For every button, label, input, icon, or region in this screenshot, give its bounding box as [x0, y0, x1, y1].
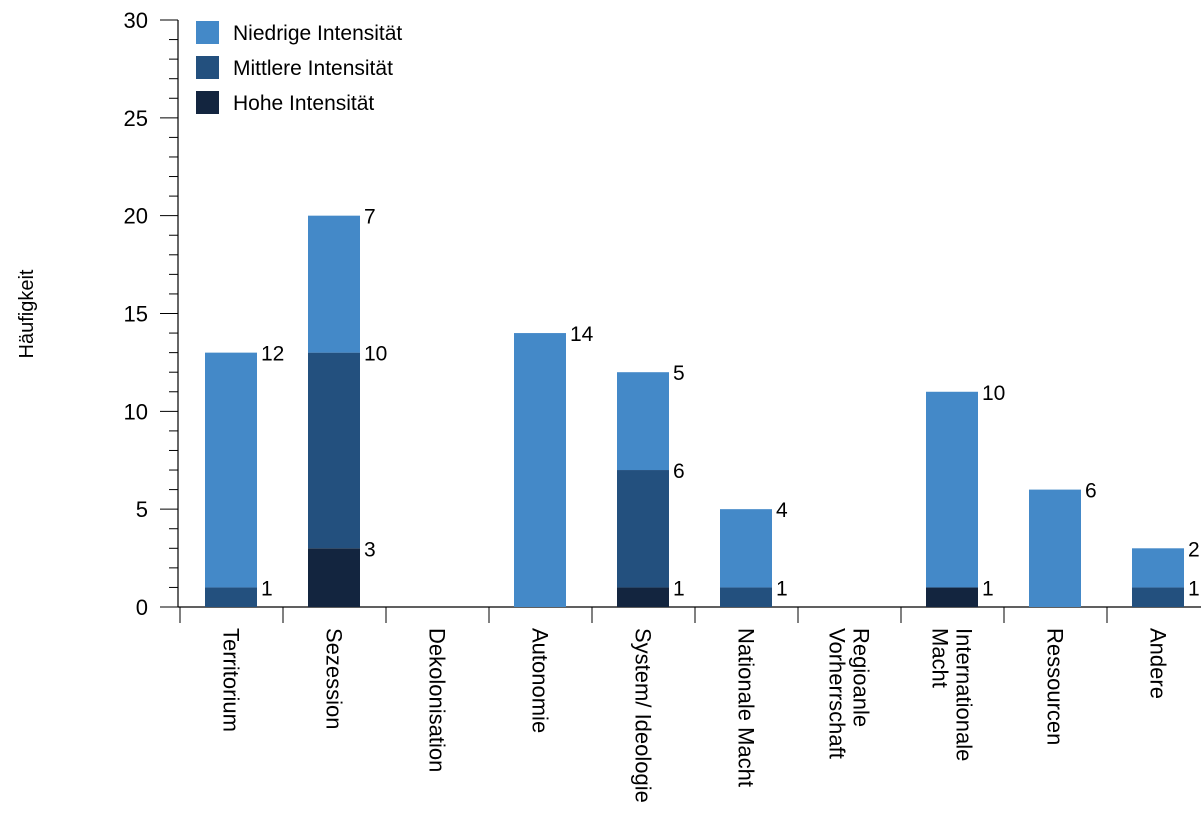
bar-segment — [514, 333, 566, 607]
category-label: Internationale — [952, 628, 977, 761]
data-label: 14 — [570, 323, 594, 346]
legend-label: Niedrige Intensität — [233, 22, 402, 45]
category-label: Andere — [1146, 628, 1171, 699]
bar-segment — [617, 470, 669, 588]
category-label: Nationale Macht — [734, 628, 759, 787]
bar-segment — [1029, 489, 1081, 607]
data-label: 10 — [364, 343, 387, 366]
data-label: 1 — [982, 577, 994, 600]
bar-segment — [720, 587, 772, 607]
data-label: 1 — [776, 577, 788, 600]
data-label: 3 — [364, 538, 376, 561]
data-label: 4 — [776, 499, 788, 522]
legend: Niedrige Intensität Mittlere Intensität Ho… — [196, 21, 402, 115]
bar-segment — [617, 372, 669, 471]
legend-swatch — [196, 56, 219, 79]
bar-segment — [926, 391, 978, 588]
y-axis-label: Häufigkeit — [16, 269, 38, 358]
bar-segment — [617, 587, 669, 607]
data-label: 1 — [673, 577, 685, 600]
data-label: 1 — [1188, 577, 1200, 600]
data-label: 6 — [1085, 480, 1097, 503]
data-label: 7 — [364, 206, 376, 229]
bar-segment — [308, 352, 360, 549]
legend-swatch — [196, 21, 219, 44]
bars — [205, 215, 1184, 607]
bar-segment — [205, 587, 257, 607]
category-label: System/ Ideologie — [631, 628, 656, 803]
bar-segment — [720, 509, 772, 588]
category-label: Autonomie — [528, 628, 553, 733]
data-label: 1 — [261, 577, 273, 600]
legend-label: Mittlere Intensität — [233, 57, 393, 80]
category-label: Macht — [928, 628, 953, 688]
category-label: Dekolonisation — [425, 628, 450, 772]
bar-segment — [308, 215, 360, 353]
y-tick-label: 20 — [124, 204, 148, 229]
y-tick-label: 25 — [124, 106, 148, 131]
category-label: Territorium — [219, 628, 244, 732]
legend-label: Hohe Intensität — [233, 92, 374, 115]
y-tick-label: 30 — [124, 8, 148, 33]
y-tick-label: 15 — [124, 302, 148, 327]
y-tick-label: 5 — [136, 497, 148, 522]
bar-segment — [1132, 587, 1184, 607]
category-label: Regioanle — [849, 628, 874, 727]
category-labels: Territorium Sezession Dekolonisation Autono… — [219, 628, 1171, 803]
data-label: 6 — [673, 460, 685, 483]
bar-segment — [308, 548, 360, 607]
category-label: Vorherrschaft — [825, 628, 850, 759]
data-label: 10 — [982, 382, 1005, 405]
data-label: 12 — [261, 343, 284, 366]
legend-swatch — [196, 91, 219, 114]
category-label: Sezession — [322, 628, 347, 730]
bar-segment — [1132, 548, 1184, 588]
data-label: 5 — [673, 362, 685, 385]
category-label: Ressourcen — [1043, 628, 1068, 745]
bar-segment — [926, 587, 978, 607]
y-tick-label: 10 — [124, 399, 148, 424]
data-label: 2 — [1188, 538, 1200, 561]
bar-segment — [205, 352, 257, 588]
y-tick-label: 0 — [136, 595, 148, 620]
